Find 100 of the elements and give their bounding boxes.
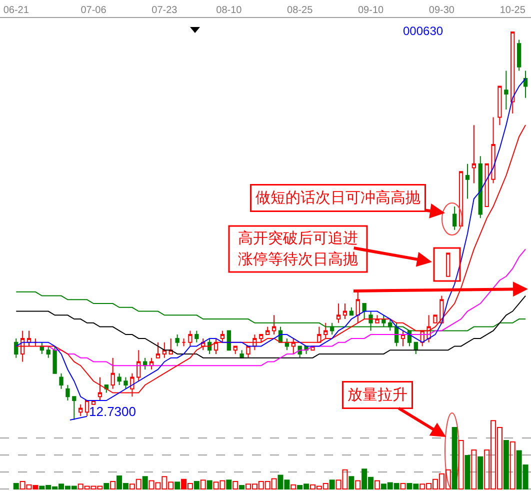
candlestick [510,31,515,114]
candlestick [72,396,76,420]
candlestick [136,350,141,382]
candlestick [240,350,244,358]
candlestick [214,338,218,354]
bar [503,440,509,490]
candlestick [162,342,167,358]
candlestick [523,70,528,98]
candlestick [336,303,341,324]
candlestick [349,306,354,316]
candlestick [342,303,348,320]
x-tick-label: 09-30 [428,5,455,16]
bar [464,455,470,490]
candlestick [291,338,296,354]
candlestick [484,163,489,208]
bar [194,480,200,490]
candlestick [233,346,238,354]
x-tick-label: 09-10 [358,5,384,16]
bar [142,476,148,490]
candlestick [504,70,508,110]
x-tick-label: 08-10 [216,5,242,16]
bar [174,482,180,490]
bar [200,480,206,490]
candlestick [440,295,444,324]
candlestick [78,404,83,417]
bar [329,480,335,490]
candlestick [266,326,270,336]
bar [226,480,232,490]
candlestick [168,338,173,354]
candlestick [59,372,64,390]
candlestick [110,357,115,390]
x-tick-label: 08-25 [287,5,314,16]
x-tick-label: 07-23 [152,5,178,16]
x-tick-label: 07-06 [80,5,107,16]
candlestick [117,372,122,386]
chart-subtitle: 000630 [403,24,444,38]
candlestick [143,357,148,370]
candlestick [91,400,96,405]
candlestick [201,338,206,351]
bar [458,440,464,490]
candlestick [14,338,18,358]
candlestick [356,291,360,324]
candlestick [452,206,457,230]
candlestick [194,330,199,343]
annotation: 12.7300 [89,404,136,419]
candlestick [465,163,470,200]
bar [355,480,361,490]
candlestick [400,330,406,347]
candlestick [52,346,57,374]
candlestick [375,314,380,324]
bar [478,456,484,490]
annotation: 涨停等待次日高抛 [238,251,358,268]
bar [206,480,212,490]
candlestick [272,314,276,336]
candlestick [188,330,192,347]
bar [232,480,238,490]
annotation: 高开突破后可追进 [238,230,358,247]
bar [471,450,477,490]
candlestick [66,384,70,402]
candlestick [458,171,464,226]
candlestick [317,326,322,343]
candlestick [324,322,328,339]
bar [374,480,380,490]
candlestick [498,86,502,126]
bar [13,482,19,490]
candlestick [478,156,482,219]
candlestick [149,357,154,370]
x-tick-label: 06-21 [3,5,30,16]
candlestick [26,330,32,347]
candlestick [491,116,496,184]
bar [510,441,516,490]
bar [239,485,245,490]
annotation: 做短的话次日可冲高高抛 [256,190,420,206]
bar [110,480,116,490]
candlestick [226,330,231,351]
bar [104,482,110,490]
candlestick [175,334,180,347]
candlestick [84,400,90,417]
candlestick [124,376,128,390]
annotation: 放量拉升 [348,386,408,404]
bar [400,482,406,490]
candlestick [246,346,250,358]
candlestick [516,39,522,72]
candlestick [20,330,25,362]
x-tick-label: 10-25 [500,5,526,16]
candlestick [182,338,186,347]
bar [348,476,354,490]
bar [290,484,296,490]
candlestick [446,252,450,277]
candlestick [310,346,315,351]
bar [452,427,458,490]
candlestick [433,314,438,324]
candlestick [472,124,476,184]
candlestick [220,330,225,343]
candlestick [426,314,431,343]
candlestick [252,334,257,351]
candlestick [259,334,264,343]
candlestick [420,330,424,347]
candlestick [362,303,366,320]
candlestick [46,346,50,358]
